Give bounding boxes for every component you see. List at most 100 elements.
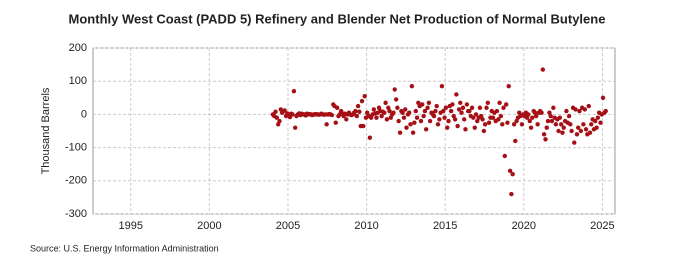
data-point xyxy=(496,117,501,122)
data-point xyxy=(359,98,365,104)
data-point xyxy=(368,115,374,120)
data-point xyxy=(472,125,477,130)
x-tick-label: 2010 xyxy=(354,220,378,232)
data-point xyxy=(416,100,421,105)
data-point xyxy=(506,83,511,89)
data-point xyxy=(564,108,569,114)
data-point xyxy=(421,113,426,119)
data-point xyxy=(577,108,582,114)
chart-title: Monthly West Coast (PADD 5) Refinery and… xyxy=(69,11,606,26)
data-point xyxy=(557,115,563,120)
data-point xyxy=(333,120,338,125)
data-point xyxy=(594,125,599,130)
data-point xyxy=(434,103,439,109)
x-tick-label: 2005 xyxy=(276,220,300,232)
data-point xyxy=(517,110,522,115)
data-point xyxy=(544,125,549,130)
data-point xyxy=(480,117,485,122)
data-point xyxy=(455,123,460,129)
data-point xyxy=(374,115,379,120)
data-point xyxy=(441,108,446,114)
data-point xyxy=(586,103,591,109)
data-point xyxy=(384,117,390,122)
data-point xyxy=(448,108,454,114)
data-point xyxy=(494,108,500,114)
data-point xyxy=(582,107,588,112)
data-point xyxy=(401,115,407,120)
data-point xyxy=(458,100,463,105)
data-point xyxy=(556,128,561,134)
data-point xyxy=(365,110,370,115)
data-point xyxy=(540,67,546,72)
x-tick-label: 2000 xyxy=(197,220,221,232)
data-point xyxy=(578,128,584,134)
x-tick-label: 2025 xyxy=(590,220,614,232)
data-point xyxy=(362,93,367,99)
data-point xyxy=(482,122,488,127)
data-point xyxy=(519,122,525,127)
data-point xyxy=(526,112,531,117)
data-point xyxy=(422,108,428,114)
data-point xyxy=(498,113,504,119)
data-point xyxy=(276,122,281,127)
data-point xyxy=(410,130,416,135)
data-point xyxy=(357,109,362,114)
data-point xyxy=(600,95,606,101)
x-tick-label: 2020 xyxy=(512,220,536,232)
data-point xyxy=(388,115,393,120)
data-point xyxy=(500,122,505,127)
data-point xyxy=(445,125,450,130)
data-point xyxy=(587,130,593,135)
data-point xyxy=(282,108,287,113)
data-point xyxy=(450,102,455,107)
y-tick-label: 100 xyxy=(69,75,87,87)
data-point xyxy=(433,108,438,114)
data-point xyxy=(534,113,539,119)
data-point xyxy=(509,191,514,197)
x-tick-label: 2015 xyxy=(433,220,457,232)
x-tick-label: 1995 xyxy=(118,220,142,232)
data-point xyxy=(391,110,396,115)
data-point xyxy=(397,130,403,135)
y-axis-label: Thousand Barrels xyxy=(40,87,52,174)
y-tick-label: 0 xyxy=(81,108,87,120)
y-tick-label: 200 xyxy=(69,42,87,54)
data-point xyxy=(400,110,405,115)
data-point xyxy=(532,110,538,115)
data-point xyxy=(392,87,397,92)
data-point xyxy=(574,132,580,137)
data-point xyxy=(418,118,424,124)
data-point xyxy=(510,171,515,177)
data-point xyxy=(603,108,608,114)
data-point xyxy=(291,88,297,94)
data-point xyxy=(592,118,598,124)
data-point xyxy=(549,118,555,124)
data-point xyxy=(355,103,361,109)
data-point xyxy=(513,138,518,144)
data-point xyxy=(451,113,456,119)
data-point xyxy=(404,125,409,130)
data-point xyxy=(408,122,413,127)
data-point xyxy=(463,127,468,132)
data-point xyxy=(393,97,399,102)
data-point xyxy=(386,105,391,110)
data-point xyxy=(598,120,603,125)
data-point xyxy=(446,118,451,124)
data-point xyxy=(406,110,412,115)
data-point xyxy=(507,168,513,174)
data-point xyxy=(462,117,467,122)
data-point xyxy=(497,100,502,105)
data-point xyxy=(572,140,577,145)
data-point xyxy=(566,113,572,119)
data-point xyxy=(277,118,282,124)
data-point xyxy=(367,135,373,140)
data-point xyxy=(379,113,384,119)
data-point xyxy=(528,125,534,130)
source-note: Source: U.S. Energy Information Administ… xyxy=(30,243,219,253)
data-point xyxy=(535,122,540,127)
data-point xyxy=(452,117,458,122)
data-point xyxy=(559,122,564,127)
data-point xyxy=(443,105,449,110)
data-point xyxy=(503,102,509,107)
data-point xyxy=(467,108,472,114)
